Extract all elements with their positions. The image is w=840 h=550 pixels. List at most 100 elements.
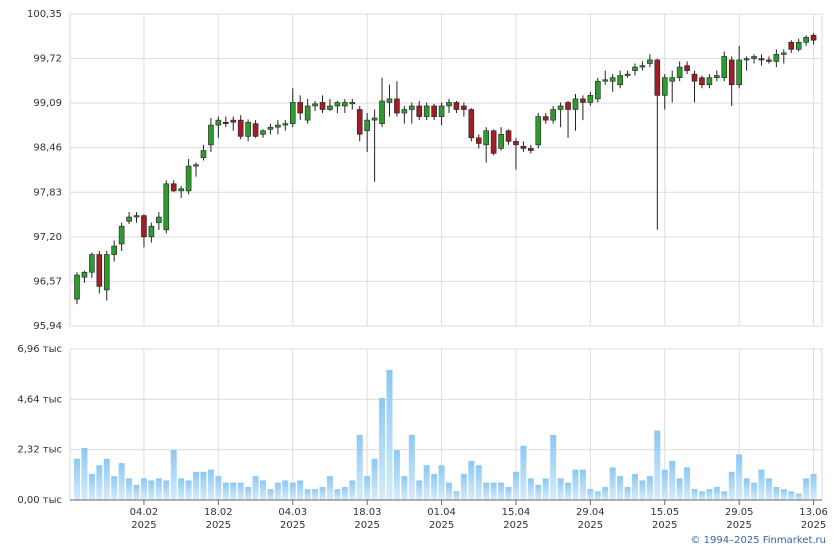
volume-bar: [542, 478, 549, 500]
candle-body: [676, 66, 683, 78]
candle-body: [743, 58, 750, 61]
volume-bar: [460, 473, 467, 500]
volume-bar: [133, 484, 140, 500]
volume-bar: [163, 480, 170, 500]
volume-bar: [572, 469, 579, 500]
volume-bar: [550, 434, 557, 500]
volume-bar: [535, 484, 542, 500]
volume-bar: [222, 482, 229, 500]
candle-body: [133, 215, 140, 218]
candle-body: [594, 80, 601, 100]
candle-body: [334, 102, 341, 107]
volume-bar: [304, 489, 311, 500]
volume-bar: [587, 489, 594, 500]
volume-bar: [721, 491, 728, 500]
candle-body: [728, 59, 735, 86]
volume-bar: [74, 458, 80, 500]
volume-bar: [810, 473, 817, 500]
candle-body: [714, 75, 720, 78]
volume-bar: [260, 480, 266, 500]
volume-bar: [393, 450, 400, 500]
candle-body: [74, 274, 80, 300]
volume-bar: [319, 486, 326, 500]
volume-bar: [751, 482, 758, 500]
candle-body: [178, 188, 184, 192]
candle-body: [126, 216, 132, 222]
candle-body: [542, 116, 549, 121]
candle-body: [706, 77, 713, 86]
candle-body: [342, 102, 348, 107]
candle-body: [289, 102, 296, 124]
volume-bar: [312, 489, 319, 500]
volume-bar: [356, 434, 363, 500]
volume-bar: [126, 478, 133, 500]
candle-body: [401, 109, 408, 114]
volume-bar: [557, 478, 564, 500]
candle-body: [371, 117, 378, 121]
volume-bar: [713, 486, 720, 500]
candle-body: [758, 58, 765, 61]
volume-bar: [617, 476, 624, 500]
volume-bar: [498, 482, 505, 500]
volume-bar: [282, 480, 289, 500]
volume-bar: [736, 454, 743, 500]
volume-bar: [602, 486, 609, 500]
candle-body: [156, 216, 162, 224]
candle-body: [200, 150, 207, 158]
x-tick-label: 29.05 2025: [724, 507, 754, 531]
volume-bar: [118, 463, 125, 500]
volume-bar: [669, 460, 676, 500]
volume-bar: [527, 478, 534, 500]
volume-bar: [237, 482, 244, 500]
candle-body: [572, 98, 579, 110]
volume-bar: [632, 473, 638, 500]
candle-body: [364, 119, 370, 132]
y-tick-label: 99,72: [33, 54, 62, 65]
volume-bar: [200, 471, 207, 500]
candle-body: [780, 52, 787, 55]
candle-body: [669, 77, 676, 82]
volume-bar: [297, 480, 304, 500]
candle-body: [267, 126, 274, 130]
candle-body: [431, 105, 437, 117]
candle-body: [215, 119, 222, 126]
candle-body: [736, 59, 742, 86]
y-tick-label: 98,46: [33, 143, 62, 154]
x-tick-label: 13.06 2025: [799, 507, 828, 531]
volume-bar: [364, 476, 371, 500]
volume-bar: [594, 491, 601, 500]
candle-body: [475, 137, 482, 144]
volume-bar: [431, 473, 438, 500]
volume-bar: [803, 478, 810, 500]
candle-body: [535, 116, 542, 146]
candle-body: [602, 79, 609, 82]
candle-body: [773, 54, 780, 62]
volume-bar: [401, 476, 408, 500]
volume-bar: [646, 476, 653, 500]
candle-body: [788, 41, 795, 50]
y-tick-label: 0,00 тыс: [17, 495, 62, 506]
volume-bar: [520, 445, 527, 500]
candle-body: [587, 95, 594, 103]
candle-body: [565, 102, 571, 110]
candle-body: [349, 102, 356, 105]
candle-body: [513, 141, 519, 146]
candle-body: [208, 124, 214, 146]
x-tick-label: 04.02 2025: [129, 507, 159, 531]
volume-bar: [245, 486, 252, 500]
x-tick-label: 18.02 2025: [204, 507, 233, 531]
volume-bar: [661, 469, 668, 500]
candle-body: [193, 164, 199, 167]
candle-body: [766, 59, 772, 62]
candle-body: [624, 73, 631, 76]
volume-bar: [743, 478, 750, 500]
x-tick-label: 15.04 2025: [501, 507, 531, 531]
volume-bar: [490, 482, 497, 500]
volume-bar: [676, 478, 683, 500]
candle-body: [609, 77, 616, 82]
volume-bar: [252, 476, 259, 500]
candle-body: [103, 254, 110, 291]
candle-body: [163, 183, 170, 231]
volume-bar: [795, 493, 802, 500]
candle-body: [795, 41, 802, 50]
